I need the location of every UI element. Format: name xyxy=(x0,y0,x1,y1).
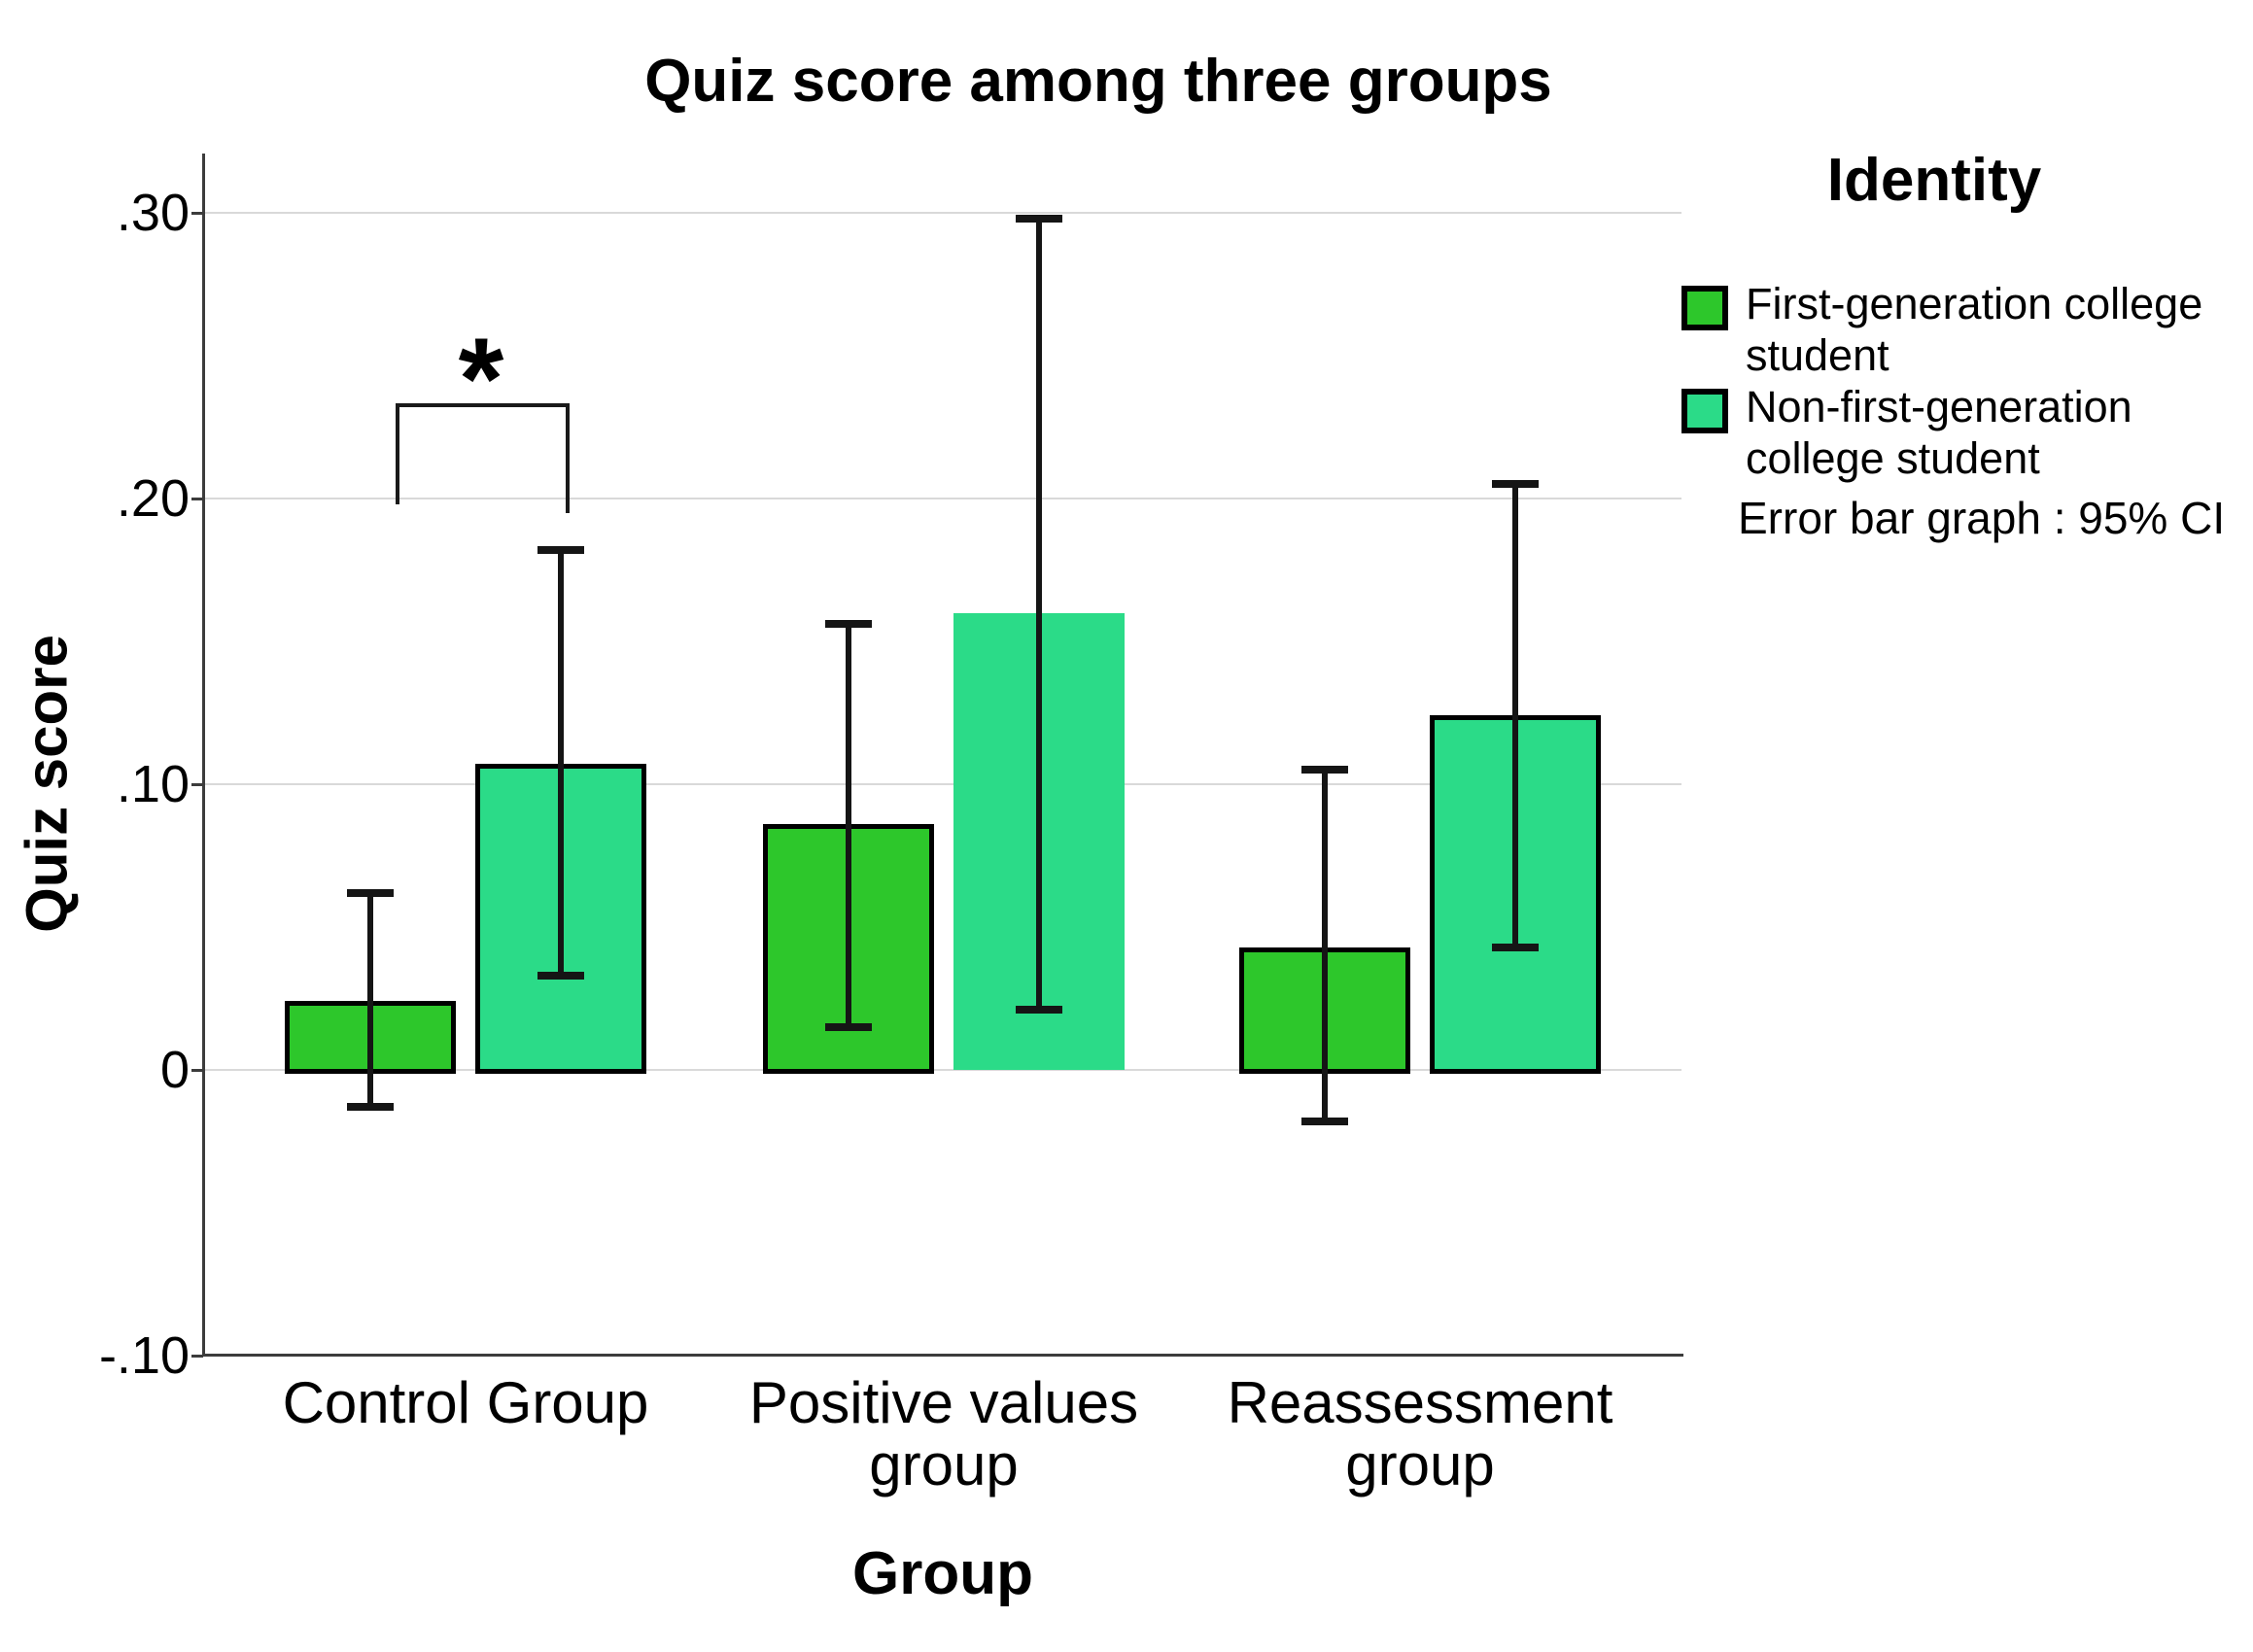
significance-asterisk: * xyxy=(458,314,504,444)
legend-swatch-first-generation-icon xyxy=(1681,286,1728,330)
gridline xyxy=(203,212,1681,214)
error-bar-line xyxy=(558,550,564,976)
error-bar-line xyxy=(367,893,373,1107)
x-tick-label: Control Group xyxy=(282,1370,649,1435)
y-tick-mark xyxy=(191,212,203,215)
error-bar-cap-bottom xyxy=(1492,944,1539,951)
y-tick-label: -.10 xyxy=(98,1326,190,1385)
y-tick-label: .10 xyxy=(116,755,190,813)
gridline xyxy=(203,498,1681,499)
error-bar-cap-bottom xyxy=(825,1023,872,1031)
error-bar-line xyxy=(1036,219,1042,1010)
y-tick-label: .30 xyxy=(116,184,190,242)
y-tick-label: .20 xyxy=(116,469,190,528)
gridline xyxy=(203,783,1681,785)
error-bar-cap-bottom xyxy=(537,972,584,980)
chart-title: Quiz score among three groups xyxy=(644,48,1552,115)
error-bar-line xyxy=(1512,484,1518,947)
error-bar-cap-top xyxy=(1016,215,1062,223)
error-bar-cap-bottom xyxy=(1301,1118,1348,1125)
y-axis-title: Quiz score xyxy=(14,635,80,933)
legend-error-bar-note: Error bar graph : 95% CI xyxy=(1738,493,2226,543)
x-axis-title: Group xyxy=(852,1540,1033,1607)
error-bar-line xyxy=(1322,770,1328,1121)
error-bar-cap-top xyxy=(537,546,584,554)
y-tick-label: 0 xyxy=(159,1041,190,1099)
error-bar-cap-top xyxy=(1301,766,1348,774)
legend-label: First-generation college student xyxy=(1746,279,2203,380)
legend-label: Non-first-generation college student xyxy=(1746,382,2132,483)
x-tick-label: Reassessment group xyxy=(1227,1370,1613,1497)
y-tick-mark xyxy=(191,1069,203,1072)
x-axis-line xyxy=(202,1354,1683,1357)
x-tick-label: Positive values group xyxy=(748,1370,1139,1497)
significance-bracket-left-leg xyxy=(396,403,399,504)
error-bar-cap-top xyxy=(347,889,394,897)
y-tick-mark xyxy=(191,783,203,786)
significance-bracket-right-leg xyxy=(566,403,570,513)
error-bar-cap-bottom xyxy=(1016,1006,1062,1014)
significance-bracket-top xyxy=(396,403,570,407)
y-tick-mark xyxy=(191,1355,203,1358)
error-bar-line xyxy=(846,624,851,1027)
y-axis-line xyxy=(202,154,205,1356)
error-bar-cap-bottom xyxy=(347,1103,394,1111)
error-bar-cap-top xyxy=(1492,480,1539,488)
legend-title: Identity xyxy=(1826,147,2042,214)
error-bar-cap-top xyxy=(825,620,872,628)
y-tick-mark xyxy=(191,498,203,500)
gridline xyxy=(203,1069,1681,1071)
legend-swatch-non-first-generation-icon xyxy=(1681,389,1728,433)
